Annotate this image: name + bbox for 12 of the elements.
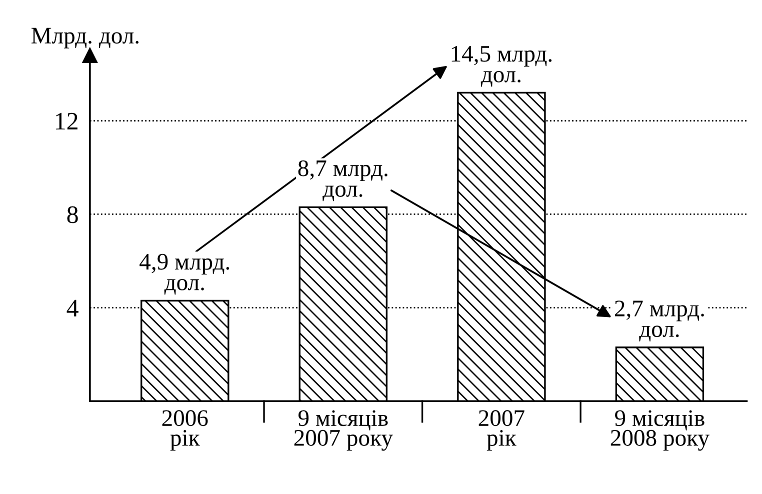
annotation: 8,7 млрд. дол. [298, 160, 388, 202]
annotation: 2,7 млрд. дол. [614, 300, 704, 342]
annotation: 14,5 млрд. дол. [452, 46, 552, 87]
x-tick-label: 2007 рік [478, 410, 524, 451]
y-tick-label: 12 [56, 112, 78, 130]
x-tick-label: 9 місяців 2007 року [294, 410, 393, 451]
y-axis-title: Млрд. дол. [31, 28, 138, 48]
y-tick-label: 4 [66, 300, 78, 316]
y-tick-label: 8 [67, 206, 78, 224]
x-tick-label: 9 місяців 2008 року [610, 410, 710, 451]
x-tick-label: 2006 рік [162, 410, 208, 451]
annotation: 4,9 млрд. дол. [140, 254, 230, 295]
